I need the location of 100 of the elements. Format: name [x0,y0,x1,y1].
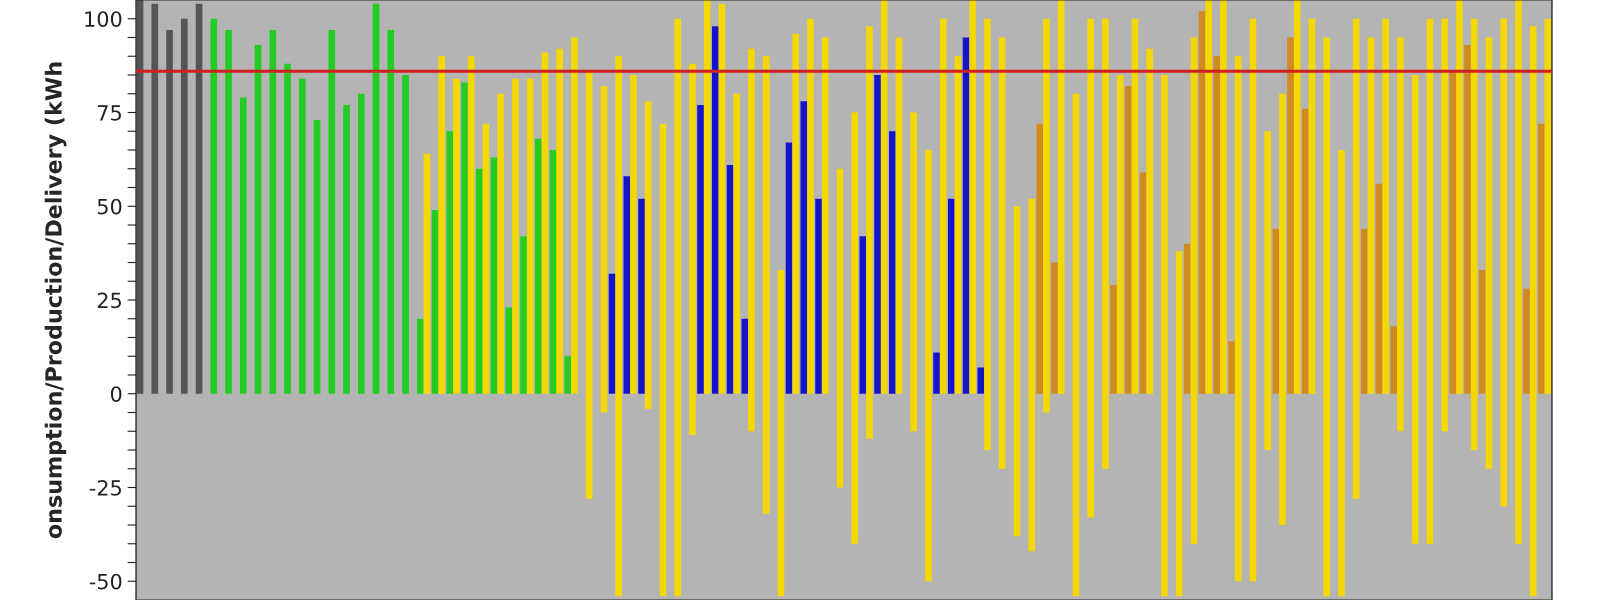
y-tick-label: -25 [89,479,121,496]
bar [638,198,645,394]
bar [880,0,888,394]
bar [387,30,395,394]
bar [659,123,667,597]
bar [438,56,446,394]
bar [1515,0,1522,544]
bar [1146,48,1154,394]
bar [741,318,749,394]
bar [792,33,800,394]
bar [1272,228,1280,394]
bar [1124,86,1132,394]
bar [313,120,321,394]
bar [1228,341,1235,394]
bar [166,30,173,394]
bar [1390,326,1398,394]
bar [748,48,755,432]
bar [416,318,424,394]
bar [910,112,918,432]
bar [151,3,159,394]
bar [925,150,932,582]
bar [520,236,527,394]
bar [630,75,637,394]
bar [1470,18,1478,450]
bar [1338,150,1345,597]
bar [1456,0,1463,394]
bar [571,37,578,394]
y-tick-label: 100 [85,11,122,27]
bar [836,168,844,488]
bar [1051,262,1058,394]
bar [615,56,623,597]
bar [512,78,519,394]
bar [1485,37,1493,469]
bar [1441,18,1449,432]
bar [933,352,940,394]
bar [977,367,985,394]
bar [1116,75,1124,394]
bar [1183,243,1191,394]
bar [674,18,682,597]
bar [939,18,947,394]
bar [785,142,793,394]
bar [526,78,534,394]
bar [1382,18,1390,394]
bar [284,63,291,394]
y-tick-label: -50 [89,573,122,590]
bar [497,93,505,394]
bar [689,63,696,435]
bar [1323,37,1331,597]
bar [954,56,962,394]
bar [1529,26,1537,597]
bar [461,82,468,394]
bar [608,273,616,394]
bar [343,105,350,394]
y-tick-label: 0 [110,386,122,402]
y-tick-label: 25 [97,292,121,309]
bar [800,101,808,394]
bar [697,105,704,394]
bar [1220,0,1227,394]
bar [1544,18,1552,394]
bar [815,198,822,394]
bar [136,0,144,394]
bar [1287,37,1294,394]
bar [1131,18,1139,394]
bar [1279,93,1286,525]
bar [372,3,380,394]
bar [475,168,483,394]
bar [1249,18,1257,582]
bar [556,48,564,394]
bar [431,210,439,394]
bar [328,30,336,394]
bar [195,3,203,394]
bar [1500,18,1508,507]
bar [821,37,829,394]
bar [895,37,903,394]
bar [1072,93,1080,597]
bar [998,37,1006,469]
bar [888,131,896,394]
y-tick-label: 75 [98,105,121,121]
bar [1375,183,1383,394]
bar [1397,37,1404,432]
y-axis-title: onsumption/Production/Delivery (kWh [44,62,67,539]
bar [1523,288,1530,394]
bar [269,30,277,394]
bar [585,71,593,499]
bar [1043,18,1050,413]
bar [534,138,542,394]
bar [402,75,409,394]
bar [254,45,262,394]
bar [1293,0,1301,394]
bar [1139,172,1147,394]
bar [1537,123,1545,394]
bar [1102,18,1109,469]
bar [1301,108,1309,394]
bar [1478,270,1486,394]
bar [239,97,247,394]
bar [1367,37,1375,394]
bar [423,153,431,394]
bar [1360,228,1368,394]
bar [1190,37,1198,544]
bar [490,157,498,394]
